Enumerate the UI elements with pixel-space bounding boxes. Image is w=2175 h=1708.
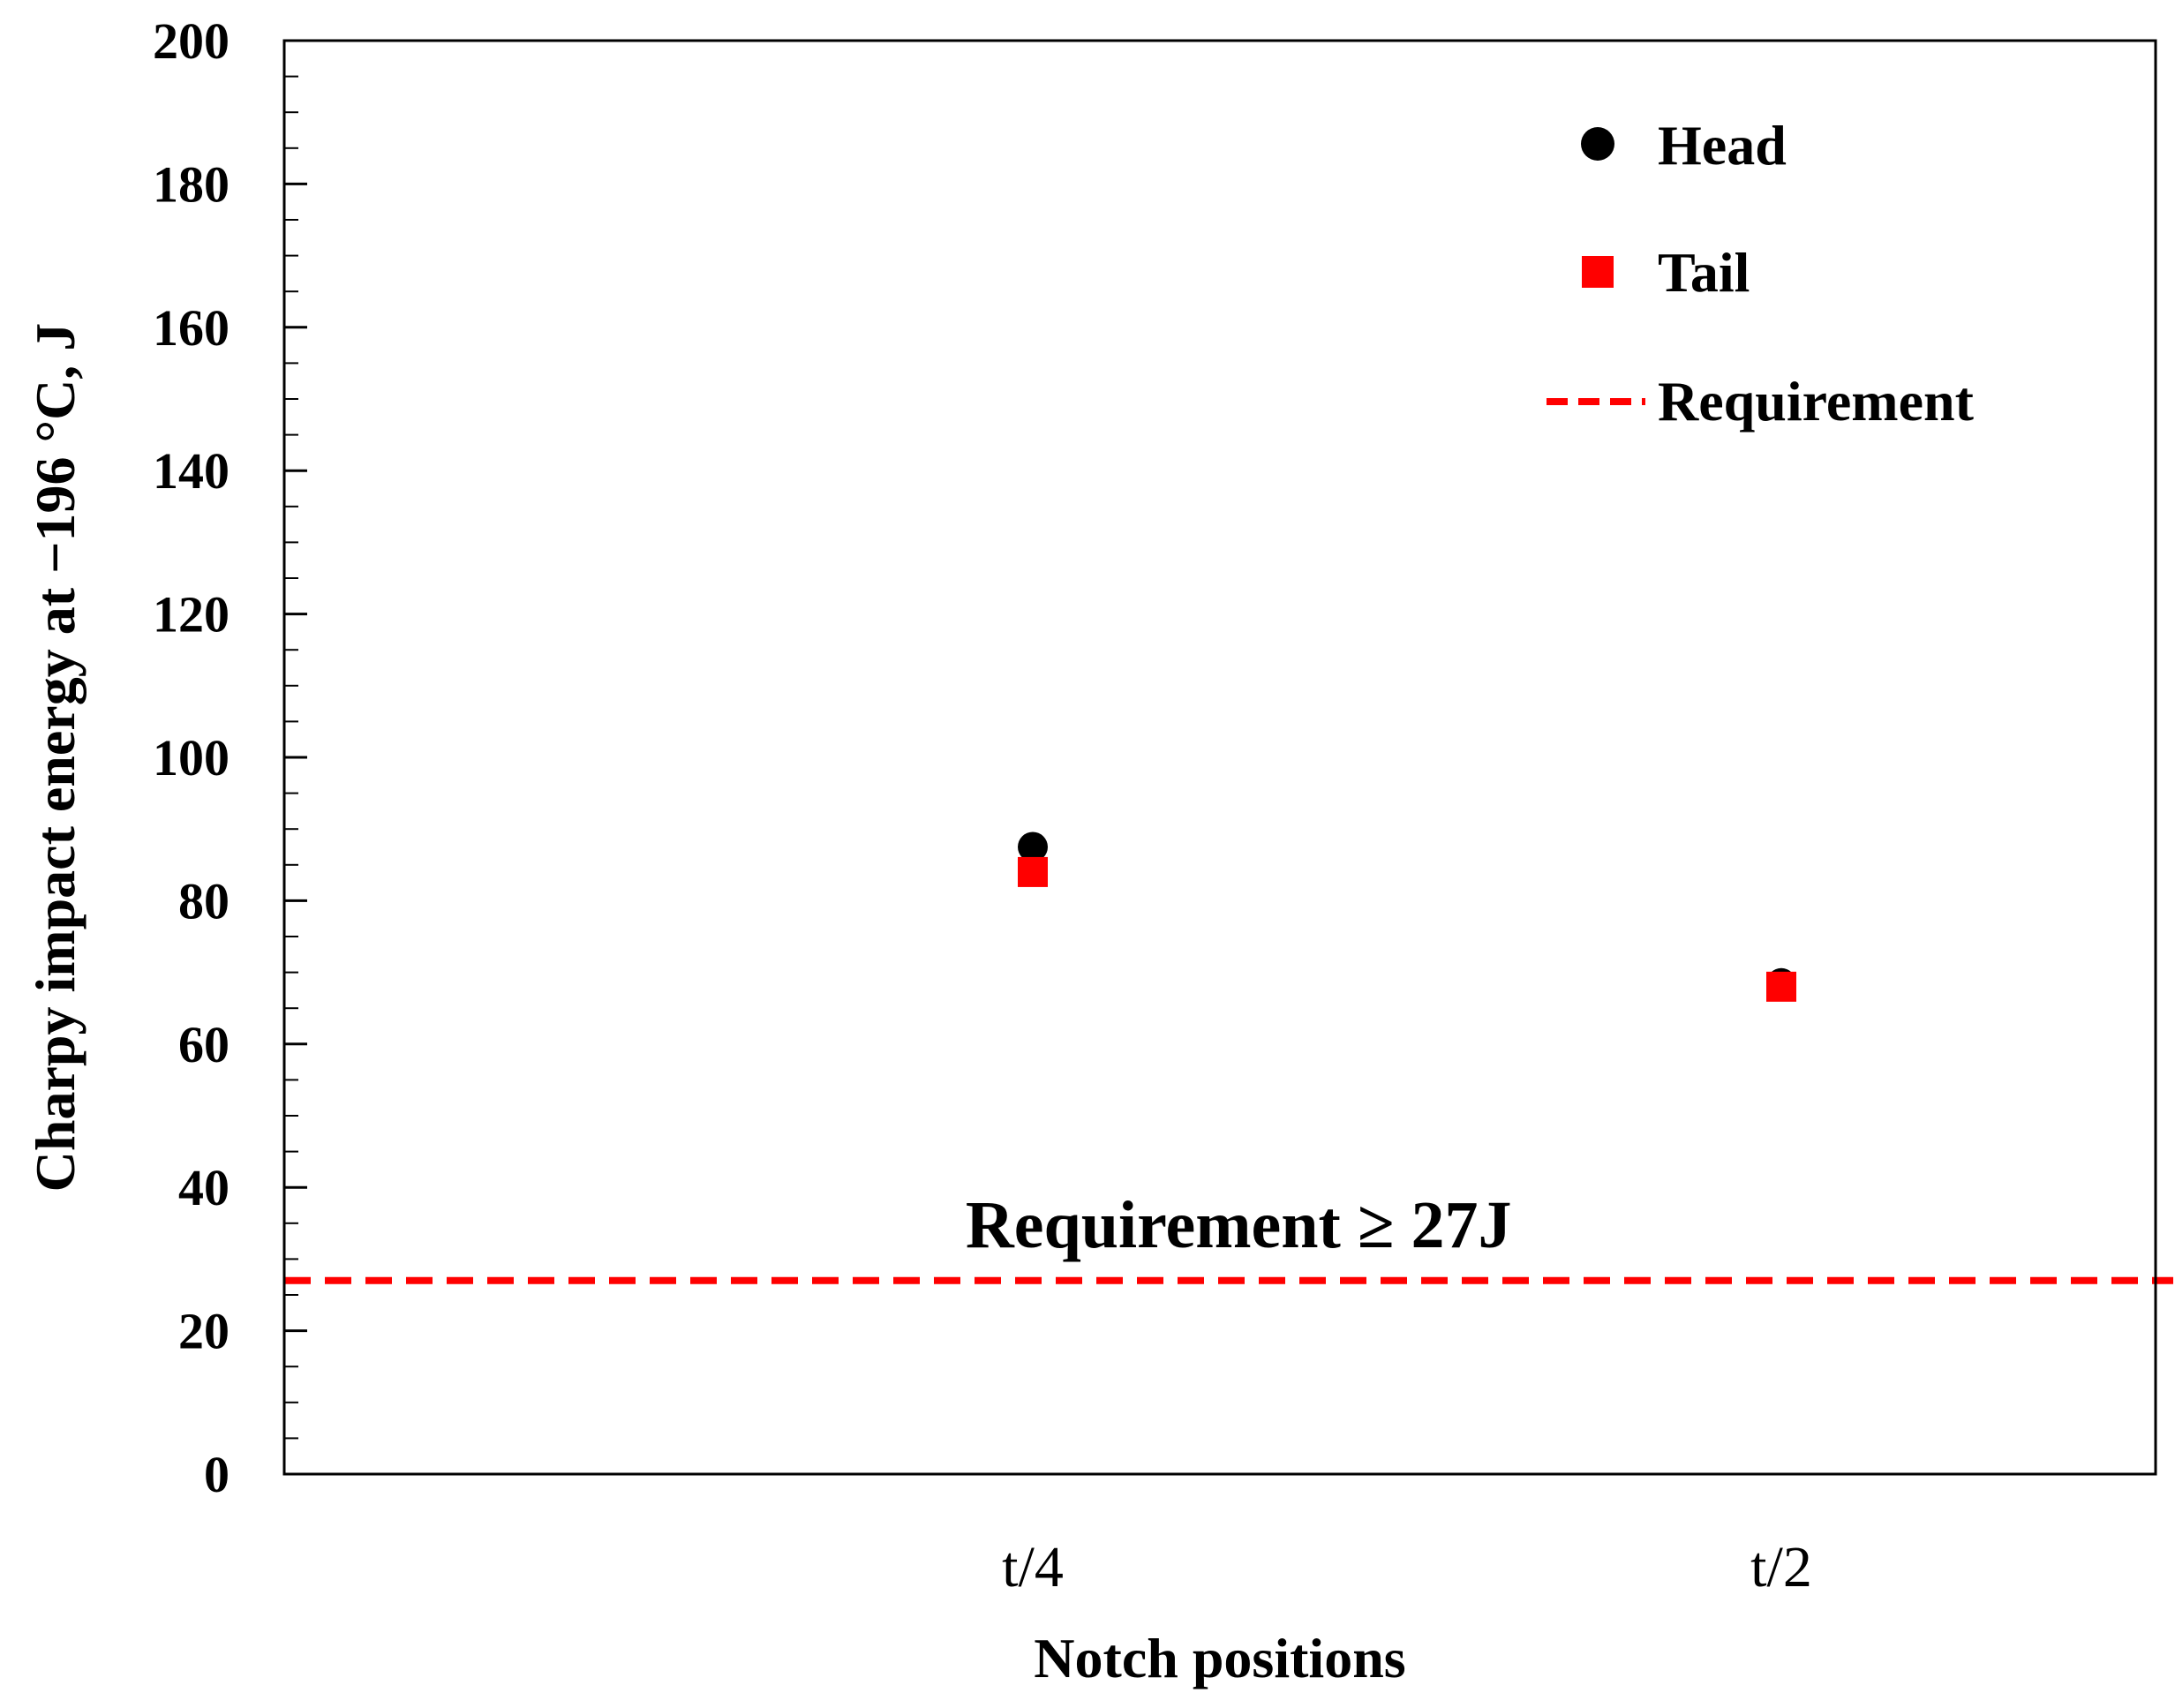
data-points [1018, 831, 1796, 1002]
y-tick-label: 200 [153, 12, 230, 70]
y-axis-title: Charpy impact energy at −196 °C, J [24, 323, 87, 1193]
y-tick-label: 100 [153, 729, 230, 786]
plot-frame [282, 39, 2157, 1476]
y-tick-label: 20 [178, 1303, 230, 1360]
axis-ticks [284, 39, 307, 1476]
legend-requirement-label: Requirement [1658, 370, 1975, 433]
point-tail [1018, 856, 1048, 887]
legend-head-label: Head [1658, 114, 1787, 177]
y-tick-label: 120 [153, 586, 230, 643]
y-tick-label: 140 [153, 442, 230, 500]
requirement-annotation: Requirement ≥ 27J [966, 1188, 1512, 1262]
x-tick-label: t/4 [1002, 1535, 1064, 1599]
x-axis-title: Notch positions [1034, 1627, 1405, 1689]
legend-head-marker [1581, 127, 1614, 161]
x-tick-label: t/2 [1750, 1535, 1812, 1599]
legend: Head Tail Requirement [1547, 114, 1975, 433]
y-tick-label: 40 [178, 1159, 230, 1216]
y-tick-label: 180 [153, 155, 230, 213]
legend-tail-marker [1582, 256, 1614, 288]
x-tick-labels: t/4 t/2 [1002, 1535, 1812, 1599]
y-tick-label: 60 [178, 1016, 230, 1073]
point-head [1018, 831, 1048, 862]
y-tick-labels: 0 20 40 60 80 100 120 140 160 180 200 [153, 12, 230, 1503]
legend-tail-label: Tail [1658, 241, 1750, 304]
y-tick-label: 0 [204, 1446, 230, 1503]
y-tick-label: 160 [153, 299, 230, 357]
y-tick-label: 80 [178, 872, 230, 929]
point-tail [1766, 971, 1796, 1002]
